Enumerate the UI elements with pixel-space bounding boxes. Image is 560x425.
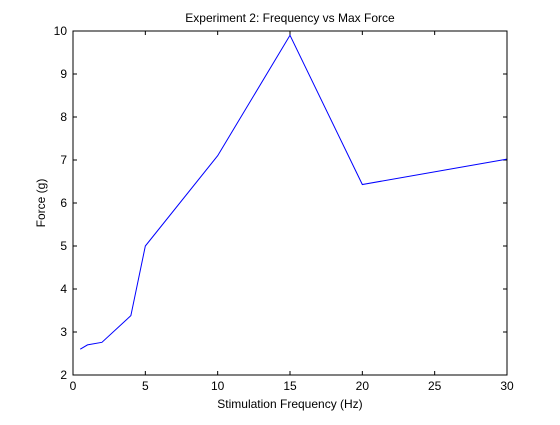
x-tick-label: 5 bbox=[142, 379, 149, 393]
series-layer bbox=[79, 34, 508, 350]
x-tick-label: 30 bbox=[500, 379, 514, 393]
y-axis-label: Force (g) bbox=[34, 179, 48, 228]
y-tick-label: 10 bbox=[54, 24, 68, 38]
plot-background bbox=[73, 31, 507, 375]
x-axis-label: Stimulation Frequency (Hz) bbox=[217, 397, 362, 411]
y-tick-label: 5 bbox=[60, 239, 67, 253]
y-tick-labels: 2 3 4 5 6 7 8 9 10 bbox=[54, 24, 68, 382]
x-tick-labels: 0 5 10 15 20 25 30 bbox=[70, 379, 514, 393]
y-tick-label: 6 bbox=[60, 196, 67, 210]
x-tick-label: 10 bbox=[211, 379, 225, 393]
x-tick-label: 0 bbox=[70, 379, 77, 393]
y-tick-label: 9 bbox=[60, 67, 67, 81]
x-tick-label: 20 bbox=[356, 379, 370, 393]
y-tick-label: 3 bbox=[60, 325, 67, 339]
y-tick-label: 4 bbox=[60, 282, 67, 296]
chart-title: Experiment 2: Frequency vs Max Force bbox=[185, 11, 395, 25]
y-tick-label: 2 bbox=[60, 368, 67, 382]
y-tick-label: 8 bbox=[60, 110, 67, 124]
x-tick-label: 15 bbox=[283, 379, 297, 393]
x-tick-label: 25 bbox=[428, 379, 442, 393]
series-line bbox=[79, 34, 508, 350]
plot-box bbox=[72, 30, 508, 376]
y-tick-label: 7 bbox=[60, 153, 67, 167]
